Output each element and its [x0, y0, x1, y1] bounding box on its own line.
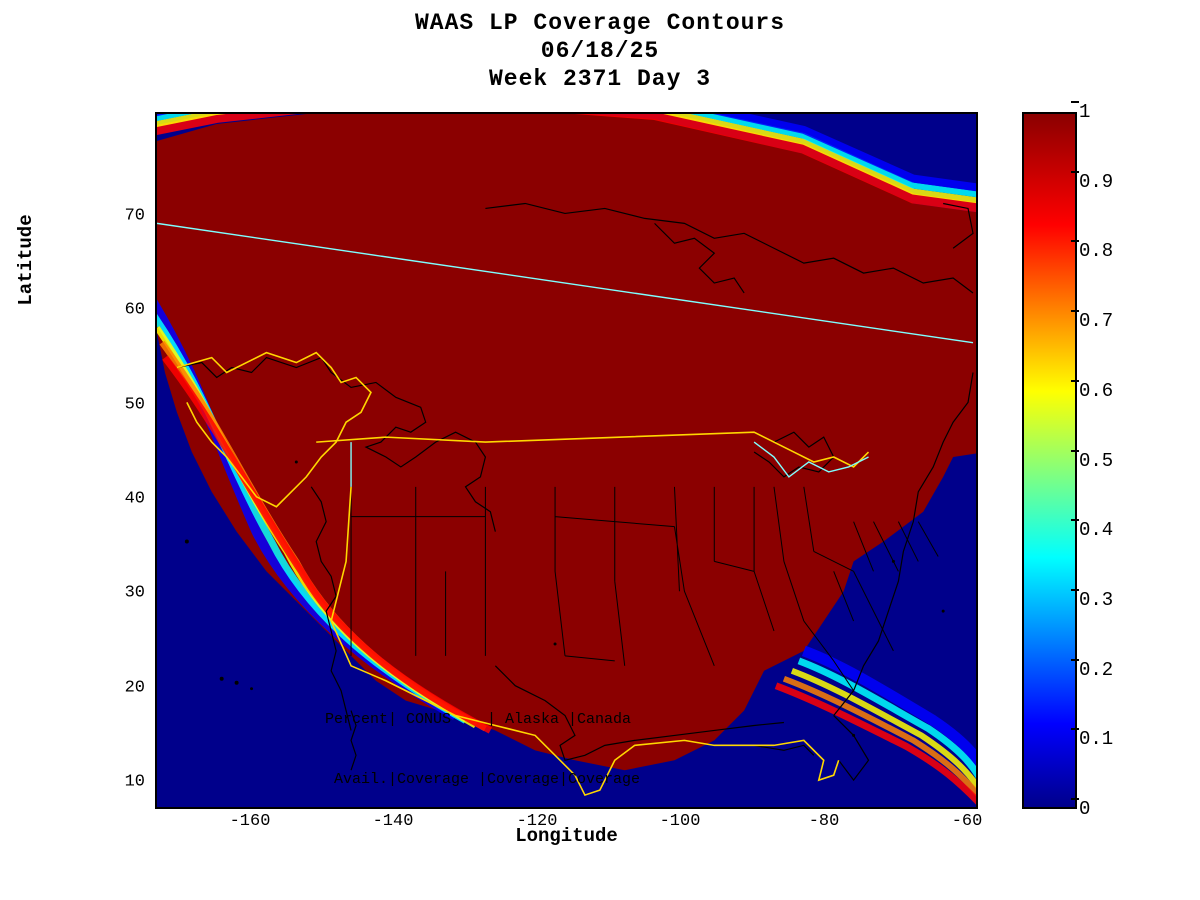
colorbar-widget[interactable]: 1 0.9 0.8 0.7 0.6 0.5 0.4 0.3 0.2 0.1 0 [1022, 112, 1077, 809]
colorbar-tick-6: 0.6 [1079, 380, 1113, 402]
colorbar-tick-3: 0.3 [1079, 589, 1113, 611]
y-axis-label: Latitude [15, 190, 37, 330]
x-tick-label: -120 [517, 812, 558, 831]
colorbar-tick-9: 0.9 [1079, 171, 1113, 193]
y-tick-label: 60 [95, 301, 145, 320]
y-tick-label: 50 [95, 396, 145, 415]
colorbar-tick-4: 0.4 [1079, 519, 1113, 541]
colorbar-tick-1: 0.1 [1079, 728, 1113, 750]
x-tick-label: -140 [373, 812, 414, 831]
coverage-legend-table: Percent| CONUS | Alaska |Canada Avail.|C… [325, 669, 685, 809]
legend-header-row: Percent| CONUS | Alaska |Canada [325, 710, 685, 730]
y-tick-label: 20 [95, 679, 145, 698]
x-tick-label: -100 [660, 812, 701, 831]
title-line-2: 06/18/25 [0, 38, 1200, 64]
y-tick-label: 40 [95, 490, 145, 509]
y-tick-label: 30 [95, 584, 145, 603]
colorbar-tick-2: 0.2 [1079, 659, 1113, 681]
coverage-map[interactable]: Percent| CONUS | Alaska |Canada Avail.|C… [155, 112, 978, 809]
colorbar-gradient [1022, 112, 1077, 809]
y-tick-label: 70 [95, 207, 145, 226]
colorbar-tick-5: 0.5 [1079, 450, 1113, 472]
y-tick-label: 10 [95, 773, 145, 792]
x-tick-label: -80 [809, 812, 840, 831]
x-tick-label: -160 [230, 812, 271, 831]
title-line-1: WAAS LP Coverage Contours [0, 10, 1200, 36]
legend-subheader-row: Avail.|Coverage |Coverage|Coverage [325, 770, 685, 790]
title-line-3: Week 2371 Day 3 [0, 66, 1200, 92]
colorbar-tick-10: 1 [1079, 101, 1090, 123]
colorbar-tick-7: 0.7 [1079, 310, 1113, 332]
colorbar-tick-0: 0 [1079, 798, 1090, 820]
x-tick-label: -60 [952, 812, 983, 831]
x-axis-label: Longitude [155, 825, 978, 847]
chart-title-block: WAAS LP Coverage Contours 06/18/25 Week … [0, 0, 1200, 92]
colorbar-tick-8: 0.8 [1079, 240, 1113, 262]
